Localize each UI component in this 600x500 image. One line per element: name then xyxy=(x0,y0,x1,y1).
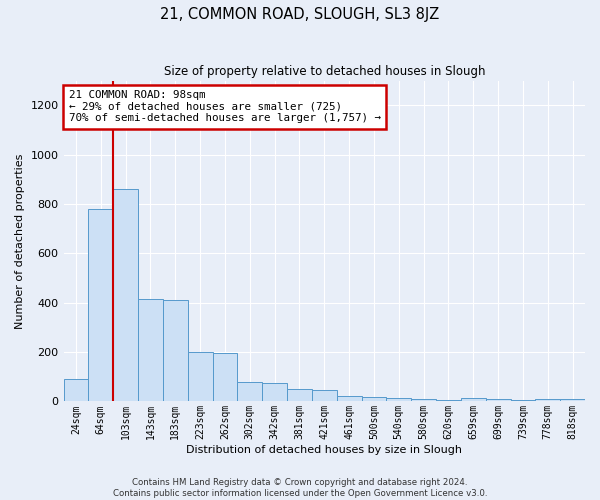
Bar xyxy=(113,189,138,402)
Bar xyxy=(64,379,88,402)
Bar xyxy=(88,209,113,402)
Text: Contains HM Land Registry data © Crown copyright and database right 2024.
Contai: Contains HM Land Registry data © Crown c… xyxy=(113,478,487,498)
Bar xyxy=(362,397,386,402)
Bar xyxy=(560,399,585,402)
Y-axis label: Number of detached properties: Number of detached properties xyxy=(15,154,25,328)
Bar xyxy=(386,398,411,402)
Bar xyxy=(535,399,560,402)
Bar xyxy=(312,390,337,402)
Bar xyxy=(337,396,362,402)
Text: 21, COMMON ROAD, SLOUGH, SL3 8JZ: 21, COMMON ROAD, SLOUGH, SL3 8JZ xyxy=(160,8,440,22)
Bar xyxy=(188,352,212,402)
Bar xyxy=(485,399,511,402)
Text: 21 COMMON ROAD: 98sqm
← 29% of detached houses are smaller (725)
70% of semi-det: 21 COMMON ROAD: 98sqm ← 29% of detached … xyxy=(69,90,381,124)
Bar xyxy=(163,300,188,402)
Title: Size of property relative to detached houses in Slough: Size of property relative to detached ho… xyxy=(164,65,485,78)
Bar xyxy=(262,383,287,402)
Bar xyxy=(287,389,312,402)
Bar xyxy=(411,399,436,402)
X-axis label: Distribution of detached houses by size in Slough: Distribution of detached houses by size … xyxy=(186,445,462,455)
Bar xyxy=(511,400,535,402)
Bar xyxy=(212,354,238,402)
Bar xyxy=(461,398,485,402)
Bar xyxy=(238,382,262,402)
Bar xyxy=(436,400,461,402)
Bar xyxy=(138,299,163,402)
